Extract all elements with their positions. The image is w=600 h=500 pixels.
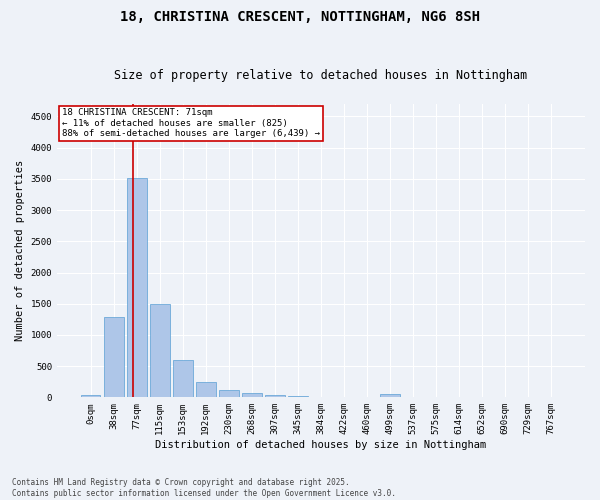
Bar: [380, 394, 400, 398]
Bar: [219, 390, 239, 398]
Text: Contains HM Land Registry data © Crown copyright and database right 2025.
Contai: Contains HM Land Registry data © Crown c…: [12, 478, 396, 498]
Text: 18 CHRISTINA CRESCENT: 71sqm
← 11% of detached houses are smaller (825)
88% of s: 18 CHRISTINA CRESCENT: 71sqm ← 11% of de…: [62, 108, 320, 138]
Bar: [173, 360, 193, 398]
Bar: [242, 392, 262, 398]
Text: 18, CHRISTINA CRESCENT, NOTTINGHAM, NG6 8SH: 18, CHRISTINA CRESCENT, NOTTINGHAM, NG6 …: [120, 10, 480, 24]
Bar: [104, 318, 124, 398]
Bar: [81, 396, 100, 398]
Bar: [288, 396, 308, 398]
X-axis label: Distribution of detached houses by size in Nottingham: Distribution of detached houses by size …: [155, 440, 487, 450]
Bar: [196, 382, 215, 398]
Bar: [265, 395, 284, 398]
Y-axis label: Number of detached properties: Number of detached properties: [15, 160, 25, 342]
Bar: [150, 304, 170, 398]
Title: Size of property relative to detached houses in Nottingham: Size of property relative to detached ho…: [115, 69, 527, 82]
Bar: [127, 178, 146, 398]
